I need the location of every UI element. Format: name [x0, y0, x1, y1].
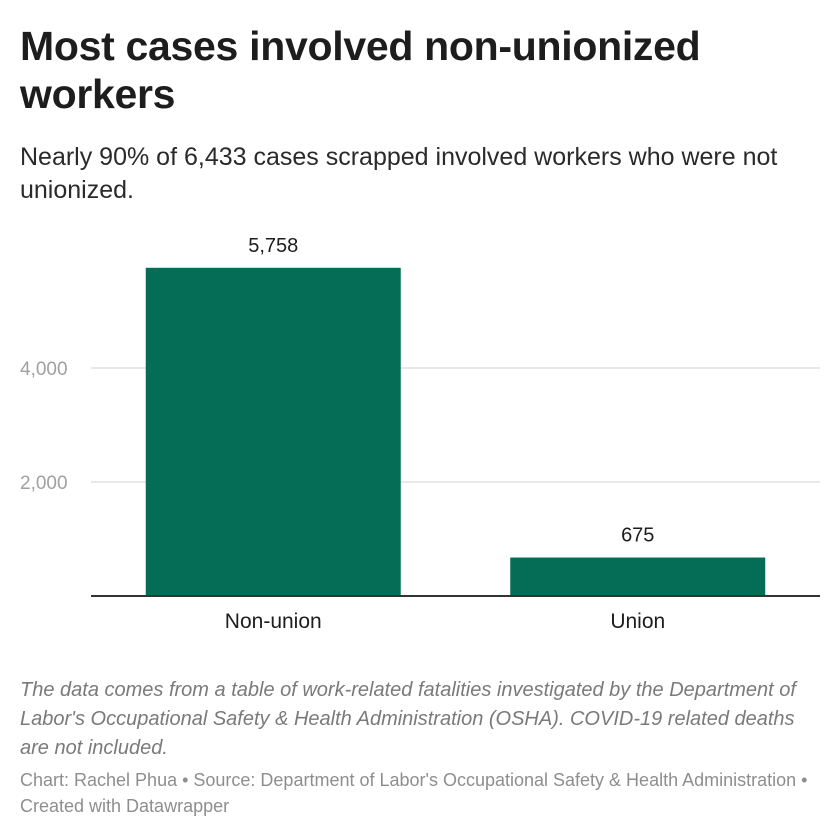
- bars: [91, 267, 820, 597]
- labels: 2,000 4,000 5,758 Non-union 675 Union: [20, 235, 665, 633]
- category-label: Non-union: [225, 610, 322, 633]
- chart-footer: Chart: Rachel Phua • Source: Department …: [20, 770, 808, 816]
- y-tick-label: 4,000: [20, 359, 68, 380]
- bar-union: [510, 557, 766, 596]
- y-tick-label: 2,000: [20, 473, 68, 494]
- category-label: Union: [610, 610, 665, 633]
- chart-notes: The data comes from a table of work-rela…: [20, 679, 796, 759]
- value-label: 5,758: [248, 235, 298, 257]
- chart-title: Most cases involved non-unionized worker…: [20, 23, 701, 117]
- bar-non-union: [145, 267, 401, 596]
- chart-subtitle: Nearly 90% of 6,433 cases scrapped invol…: [20, 143, 778, 204]
- value-label: 675: [621, 525, 654, 547]
- bar-chart: 2,000 4,000 5,758 Non-union 675 Union: [20, 235, 820, 633]
